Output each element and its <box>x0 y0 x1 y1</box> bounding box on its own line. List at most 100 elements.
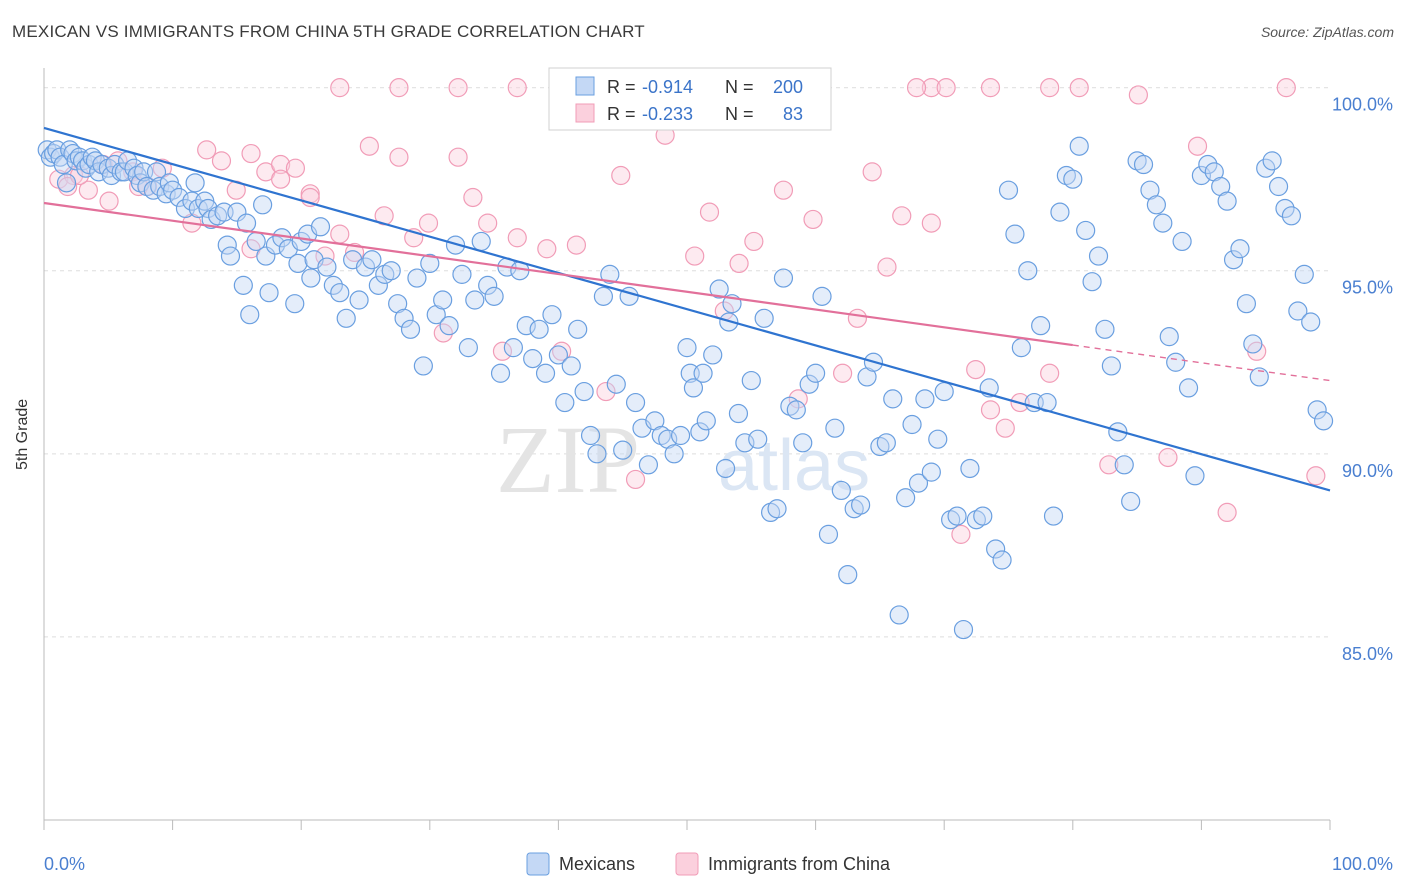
legend-r-label-1: R = <box>607 77 636 97</box>
data-point <box>1281 206 1302 226</box>
data-point <box>349 290 369 310</box>
data-point <box>1313 411 1334 431</box>
data-point <box>400 319 421 339</box>
legend-r-label-2: R = <box>607 104 636 124</box>
data-point <box>217 235 237 255</box>
x-tick-labels: 0.0% 100.0% <box>44 854 1393 874</box>
data-point <box>169 187 189 208</box>
data-point <box>78 180 98 200</box>
x-tick-label-min: 0.0% <box>44 854 85 874</box>
data-point <box>529 319 549 339</box>
data-point <box>728 403 749 424</box>
data-point <box>507 228 527 248</box>
data-point <box>735 433 755 453</box>
data-point <box>448 147 468 167</box>
data-point <box>596 381 616 402</box>
data-point <box>1249 367 1269 387</box>
data-point <box>805 363 826 383</box>
chart-title: MEXICAN VS IMMIGRANTS FROM CHINA 5TH GRA… <box>12 22 645 41</box>
data-point <box>105 154 125 175</box>
data-point <box>892 206 912 226</box>
data-point <box>355 257 376 277</box>
data-point <box>478 275 498 295</box>
y-tick-label: 100.0% <box>1332 95 1393 115</box>
data-point <box>1076 220 1096 241</box>
data-point <box>1166 352 1186 372</box>
data-point <box>445 235 466 255</box>
data-point <box>285 158 306 178</box>
data-point <box>1275 198 1295 219</box>
data-point <box>197 140 217 160</box>
data-point <box>535 363 556 383</box>
data-point <box>998 180 1019 200</box>
data-point <box>921 78 941 98</box>
data-point <box>1187 136 1208 156</box>
data-point <box>163 180 183 200</box>
data-point <box>1056 165 1076 186</box>
data-point <box>1133 154 1154 175</box>
data-point <box>1185 466 1205 486</box>
data-point <box>677 338 697 358</box>
data-point <box>1172 231 1192 252</box>
legend-bottom-swatch-mexicans <box>526 852 550 876</box>
data-point <box>56 173 77 193</box>
data-point <box>143 180 163 200</box>
data-point <box>344 242 365 263</box>
data-point <box>285 294 305 314</box>
data-point <box>452 264 472 284</box>
data-point <box>301 268 321 288</box>
data-point <box>889 605 909 625</box>
data-point <box>1236 294 1257 314</box>
data-point <box>150 176 170 197</box>
data-point <box>156 184 176 204</box>
data-point <box>1153 213 1173 233</box>
data-point <box>198 198 218 219</box>
data-point <box>227 202 247 222</box>
data-point <box>271 169 291 189</box>
data-point <box>767 499 787 519</box>
data-point <box>60 140 80 160</box>
data-point <box>947 506 967 526</box>
data-point <box>1230 239 1250 259</box>
data-point <box>1276 78 1296 98</box>
data-point <box>1095 319 1115 339</box>
data-point <box>1040 78 1060 98</box>
data-point <box>690 422 710 442</box>
data-point <box>934 381 954 402</box>
data-point <box>253 195 273 215</box>
data-point <box>1217 191 1237 211</box>
data-point <box>580 425 601 446</box>
data-point <box>1128 85 1148 105</box>
data-point <box>1262 151 1282 171</box>
data-point <box>448 78 468 98</box>
trend-lines <box>43 126 1331 492</box>
legend-n-label-2: N = <box>725 104 754 124</box>
data-point <box>760 502 781 523</box>
data-point <box>465 290 485 310</box>
data-point <box>1223 250 1244 270</box>
data-point <box>439 316 459 336</box>
data-point <box>876 433 896 453</box>
data-point <box>693 363 713 383</box>
legend-bottom-swatch-china <box>675 852 699 876</box>
data-point <box>1268 176 1289 197</box>
data-point <box>744 231 764 252</box>
data-point <box>587 444 607 464</box>
data-point <box>568 319 588 339</box>
data-point <box>99 191 119 211</box>
y-tick-label: 90.0% <box>1342 461 1393 481</box>
data-point <box>1005 224 1025 244</box>
data-point <box>1307 400 1327 420</box>
data-point <box>600 264 620 284</box>
data-point <box>803 209 823 230</box>
data-point <box>1043 506 1064 526</box>
data-point <box>670 425 691 446</box>
data-point <box>951 524 971 544</box>
legend-n-label-1: N = <box>725 77 754 97</box>
data-point <box>1288 301 1308 321</box>
data-point <box>638 455 659 475</box>
source-credit: Source: ZipAtlas.com <box>1260 24 1394 40</box>
data-point <box>433 290 453 310</box>
data-point <box>593 286 614 306</box>
